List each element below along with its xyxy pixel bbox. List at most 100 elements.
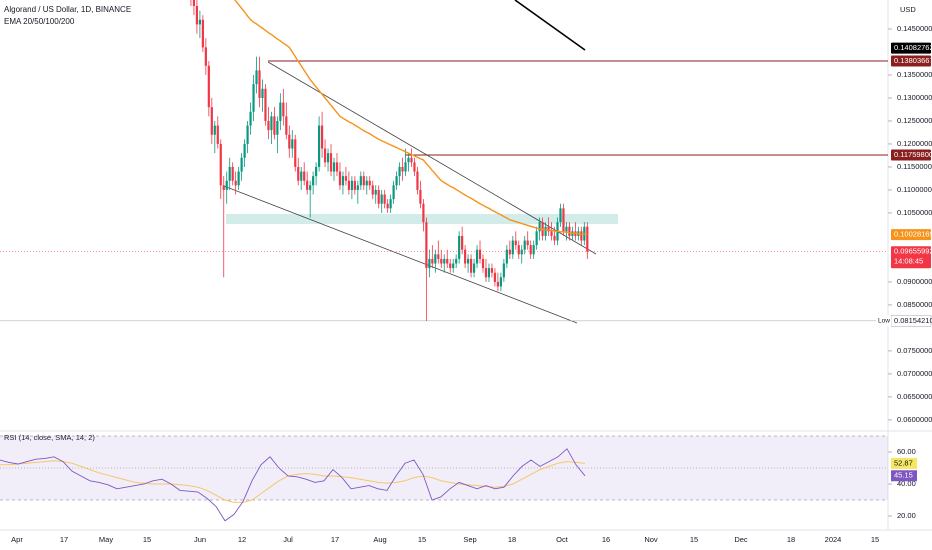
candle-body [315,166,318,177]
x-tick-label: May [99,535,113,544]
x-tick-label: 18 [508,535,516,544]
price-marker-label: 0.09655992 [894,247,932,256]
candle-body [219,143,222,186]
candle-body [365,180,368,186]
candle-body [532,245,535,255]
candle-body [404,162,407,172]
candle-body [386,203,389,209]
candle-body [467,258,470,264]
rsi-line [0,448,586,522]
candle-body [371,185,374,195]
candle-body [362,176,365,186]
rsi-tick-label: 20.00 [897,511,916,520]
candle-body [273,116,276,135]
candle-body [237,171,240,186]
candle-body [252,84,255,112]
rsi-marker-label: 45.15 [894,471,913,480]
candle-body [249,111,252,126]
rsi-title: RSI (14, close, SMA, 14, 2) [4,433,95,442]
candle-body [201,19,204,48]
candle-body [475,249,479,264]
candle-body [526,240,529,246]
candle-body [389,199,392,209]
candle-body [562,208,565,232]
rsi-tick-label: 60.00 [897,447,916,456]
candle-body [559,208,562,223]
candle-body [478,249,482,259]
x-tick-label: 15 [418,535,426,544]
candle-body [353,180,356,190]
rsi-marker-label: 52.87 [894,458,913,467]
candle-body [282,102,285,117]
candle-body [481,258,485,269]
ema-line [234,0,588,236]
candle-body [529,245,532,255]
candle-body [517,245,520,255]
candle-body [547,226,550,232]
candle-body [425,222,428,269]
indicator-label: EMA 20/50/100/200 [4,17,75,26]
candle-body [469,258,473,273]
candle-body [261,88,264,98]
x-tick-label: 18 [787,535,795,544]
candle-body [195,5,199,25]
candle-body [207,65,210,108]
candle-body [350,180,353,190]
price-marker-label: 0.14082762 [894,43,932,52]
candle-body [267,120,270,131]
x-tick-label: 16 [602,535,610,544]
candle-body [312,176,315,186]
x-tick-label: 2024 [825,535,842,544]
candle-body [270,116,273,131]
candle-body [288,134,291,149]
candle-body [326,153,330,163]
candle-body [422,203,425,223]
candle-body [472,263,476,273]
candle-body [440,258,443,264]
x-tick-label: Nov [644,535,658,544]
candle-body [449,263,452,269]
candle-body [484,268,488,278]
candle-body [234,180,237,186]
candle-body [392,185,395,200]
candle-body [568,226,571,236]
x-tick-label: 17 [60,535,68,544]
candle-body [306,180,309,190]
candle-body [347,180,350,190]
candle-body [508,249,511,255]
candle-body [323,148,327,163]
candle-body [243,143,246,158]
countdown: 14:08:45 [894,257,923,266]
candle-body [437,254,440,259]
candle-body [428,258,431,269]
candle-body [228,166,231,181]
candle-body [285,116,288,135]
candle-body [431,258,434,264]
low-name: Low [878,318,890,325]
x-tick-label: Apr [11,535,23,544]
channel-lower [223,185,578,324]
x-tick-label: 15 [143,535,151,544]
x-tick-label: Jul [283,535,293,544]
candle-body [502,263,505,278]
candle-body [192,0,196,6]
candle-body [487,268,491,278]
x-tick-label: 17 [331,535,339,544]
candle-body [586,226,589,252]
candle-body [359,176,362,186]
candle-body [401,166,404,172]
candle-body [276,120,279,135]
price-marker [891,42,931,54]
candle-body [264,88,267,121]
x-tick-label: Aug [373,535,386,544]
